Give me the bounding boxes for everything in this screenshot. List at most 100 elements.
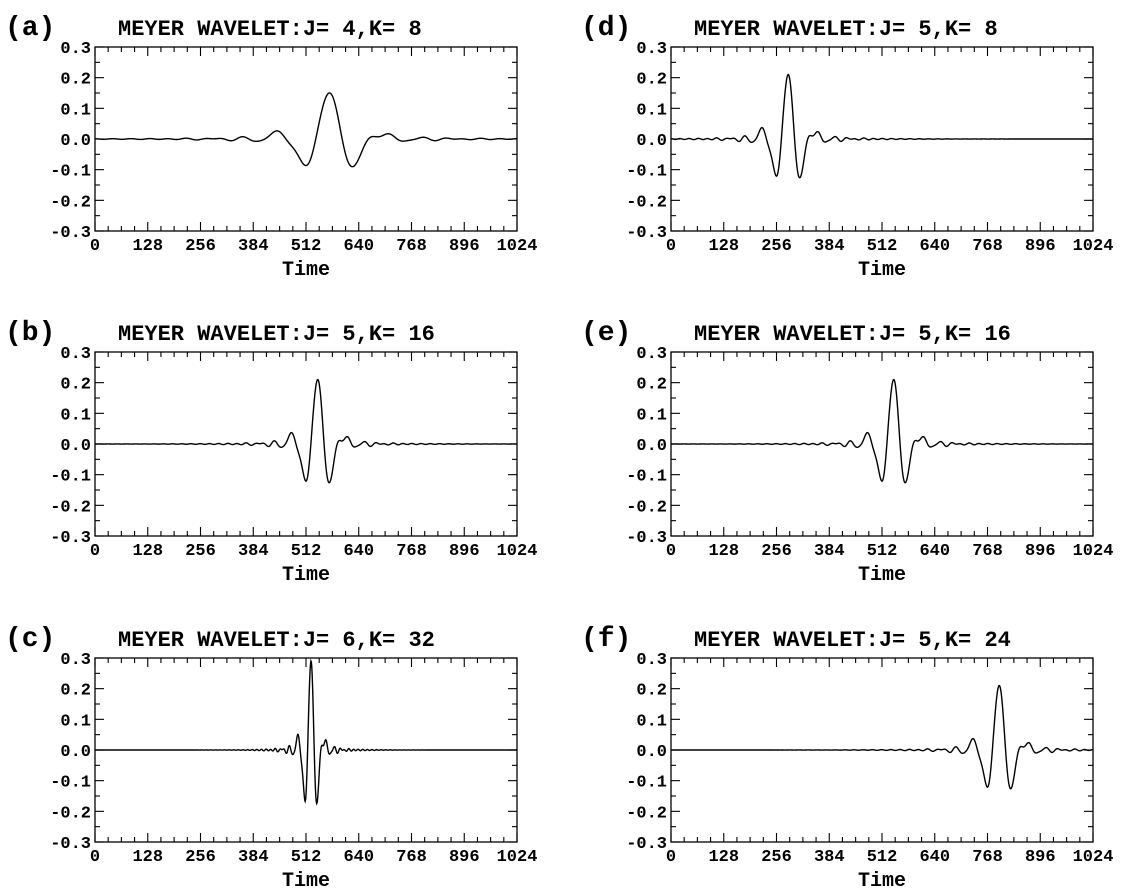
- x-tick-label: 640: [343, 542, 374, 561]
- x-tick-label: 1024: [1073, 848, 1114, 867]
- wavelet-line: [671, 378, 1093, 484]
- y-tick-label: 0.3: [60, 651, 91, 670]
- y-tick-label: -0.3: [626, 835, 667, 854]
- x-tick-label: 1024: [497, 542, 538, 561]
- panel-title: MEYER WAVELET:J= 5,K= 16: [694, 322, 1011, 347]
- panel-title: MEYER WAVELET:J= 5,K= 8: [694, 17, 998, 42]
- panel-letter: (c): [5, 624, 55, 655]
- chart-panel: (a) MEYER WAVELET:J= 4,K= 8 0 128 256 384 512 6…: [5, 13, 537, 282]
- y-tick-label: 0.2: [636, 376, 667, 395]
- x-tick-label: 896: [449, 848, 480, 867]
- x-tick-label: 384: [814, 542, 845, 561]
- x-tick-label: 1024: [497, 237, 538, 256]
- x-tick-label: 0: [90, 542, 100, 561]
- y-tick-label: 0.3: [636, 651, 667, 670]
- x-tick-label: 0: [666, 848, 676, 867]
- x-tick-label: 896: [449, 542, 480, 561]
- y-tick-label: -0.1: [626, 163, 667, 182]
- x-tick-label: 256: [185, 848, 216, 867]
- x-tick-label: 768: [972, 542, 1003, 561]
- x-tick-label: 768: [396, 237, 427, 256]
- y-tick-label: 0.2: [636, 71, 667, 90]
- wavelet-line: [94, 92, 518, 168]
- y-tick-label: 0.2: [60, 682, 91, 701]
- x-axis-label: Time: [282, 564, 330, 587]
- x-axis-label: Time: [858, 259, 906, 282]
- panel-letter: (d): [581, 13, 631, 44]
- x-tick-label: 896: [1025, 237, 1056, 256]
- x-axis-label: Time: [858, 564, 906, 587]
- y-tick-label: -0.2: [626, 193, 667, 212]
- x-axis-label: Time: [282, 259, 330, 282]
- panel-title: MEYER WAVELET:J= 5,K= 16: [118, 322, 435, 347]
- x-tick-label: 384: [238, 542, 269, 561]
- y-tick-label: -0.1: [626, 774, 667, 793]
- x-tick-label: 512: [867, 848, 898, 867]
- wavelet-line: [95, 658, 517, 806]
- x-tick-label: 0: [666, 237, 676, 256]
- x-tick-label: 0: [90, 237, 100, 256]
- x-tick-label: 640: [919, 848, 950, 867]
- y-tick-label: 0.1: [636, 406, 667, 425]
- y-tick-label: 0.1: [636, 712, 667, 731]
- chart-panel: (b) MEYER WAVELET:J= 5,K= 16 0 128 256 384 512…: [5, 318, 537, 587]
- x-tick-label: 256: [761, 237, 792, 256]
- panel-letter: (a): [5, 13, 55, 44]
- y-tick-label: 0.2: [636, 682, 667, 701]
- x-tick-label: 256: [185, 237, 216, 256]
- x-tick-label: 384: [814, 848, 845, 867]
- x-tick-label: 512: [291, 237, 322, 256]
- y-tick-label: -0.2: [50, 498, 91, 517]
- panel-letter: (e): [581, 318, 631, 349]
- x-tick-label: 896: [1025, 848, 1056, 867]
- x-tick-label: 640: [343, 237, 374, 256]
- x-tick-label: 640: [919, 542, 950, 561]
- panel-title: MEYER WAVELET:J= 5,K= 24: [694, 628, 1011, 653]
- x-tick-label: 512: [291, 848, 322, 867]
- y-tick-label: 0.3: [636, 40, 667, 59]
- y-tick-label: 0.3: [60, 345, 91, 364]
- x-tick-label: 768: [972, 848, 1003, 867]
- x-tick-label: 512: [867, 237, 898, 256]
- chart-panel: (e) MEYER WAVELET:J= 5,K= 16 0 128 256 384 512…: [581, 318, 1113, 587]
- x-tick-label: 896: [449, 237, 480, 256]
- panel-title: MEYER WAVELET:J= 6,K= 32: [118, 628, 435, 653]
- x-tick-label: 1024: [1073, 237, 1114, 256]
- chart-panel: (c) MEYER WAVELET:J= 6,K= 32 0 128 256 384 512…: [5, 624, 537, 893]
- y-tick-label: -0.3: [50, 224, 91, 243]
- y-tick-label: 0.0: [636, 132, 667, 151]
- x-tick-label: 256: [761, 542, 792, 561]
- y-tick-label: 0.2: [60, 71, 91, 90]
- x-tick-label: 512: [867, 542, 898, 561]
- x-tick-label: 384: [814, 237, 845, 256]
- y-tick-label: 0.0: [60, 437, 91, 456]
- wavelet-line: [670, 73, 1093, 179]
- y-tick-label: -0.3: [50, 529, 91, 548]
- y-tick-label: -0.3: [626, 224, 667, 243]
- x-tick-label: 128: [708, 237, 739, 256]
- y-tick-label: -0.1: [50, 468, 91, 487]
- y-tick-label: -0.2: [626, 804, 667, 823]
- x-tick-label: 0: [666, 542, 676, 561]
- y-tick-label: 0.0: [60, 743, 91, 762]
- y-tick-label: 0.3: [60, 40, 91, 59]
- x-tick-label: 1024: [1073, 542, 1114, 561]
- panel-letter: (f): [581, 624, 631, 655]
- x-tick-label: 0: [90, 848, 100, 867]
- x-tick-label: 256: [185, 542, 216, 561]
- wavelet-line: [95, 378, 517, 484]
- x-tick-label: 128: [708, 848, 739, 867]
- y-tick-label: -0.2: [50, 804, 91, 823]
- y-tick-label: 0.1: [60, 406, 91, 425]
- y-tick-label: 0.0: [60, 132, 91, 151]
- wavelet-line: [671, 684, 1094, 790]
- chart-panel: (f) MEYER WAVELET:J= 5,K= 24 0 128 256 384 512…: [581, 624, 1113, 893]
- x-tick-label: 768: [396, 542, 427, 561]
- panel-title: MEYER WAVELET:J= 4,K= 8: [118, 17, 422, 42]
- y-tick-label: -0.1: [50, 774, 91, 793]
- x-tick-label: 384: [238, 848, 269, 867]
- y-tick-label: 0.1: [636, 101, 667, 120]
- chart-panel: (d) MEYER WAVELET:J= 5,K= 8 0 128 256 384 512 6…: [581, 13, 1113, 282]
- x-tick-label: 640: [919, 237, 950, 256]
